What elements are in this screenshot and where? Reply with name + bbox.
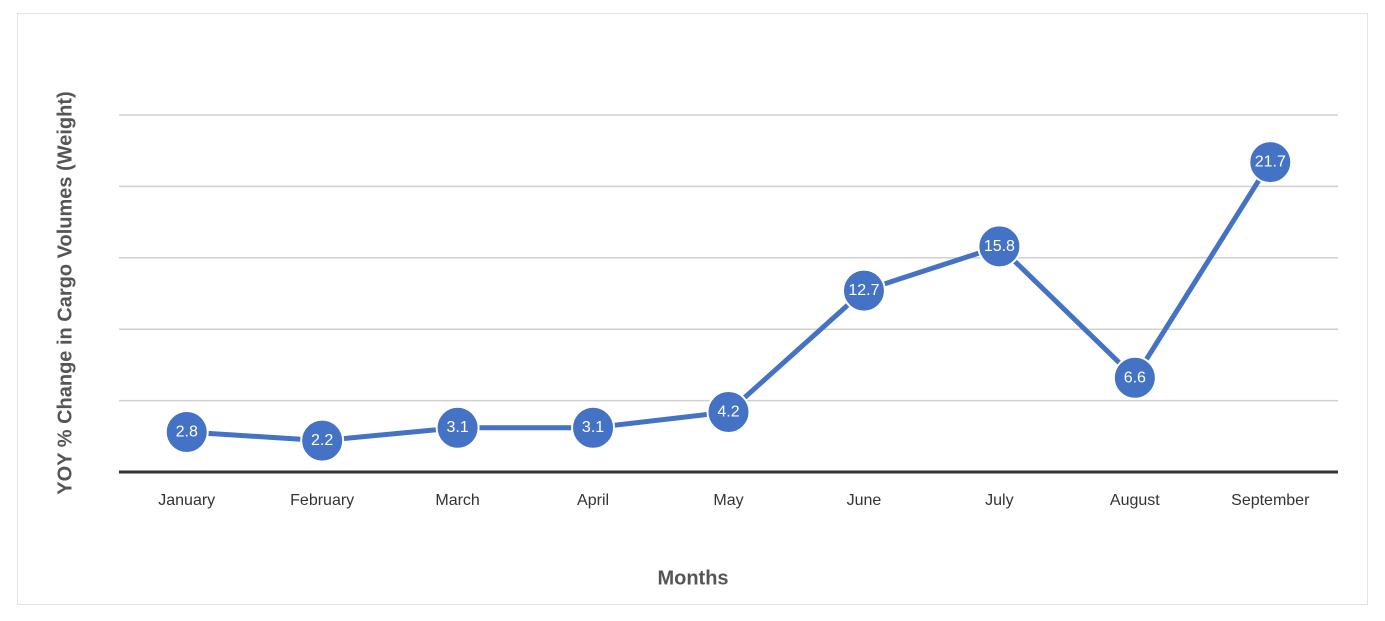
data-label: 3.1: [582, 419, 604, 436]
x-tick-label: March: [435, 492, 479, 509]
data-label: 6.6: [1124, 369, 1146, 386]
data-label: 12.7: [848, 282, 879, 299]
x-tick-label: June: [847, 492, 882, 509]
data-point: [1112, 355, 1157, 400]
data-point: [300, 418, 345, 463]
x-tick-label: February: [290, 492, 354, 509]
data-point: [706, 390, 751, 435]
y-axis-title: YOY % Change in Cargo Volumes (Weight): [54, 91, 76, 494]
x-tick-label: August: [1110, 492, 1160, 509]
data-label: 21.7: [1255, 154, 1286, 171]
data-point: [977, 224, 1022, 269]
x-tick-labels: January February March April May June July Augu…: [158, 492, 1310, 509]
x-tick-label: January: [158, 492, 215, 509]
x-tick-label: April: [577, 492, 609, 509]
gridlines: [119, 114, 1338, 402]
data-label: 2.2: [311, 432, 333, 449]
x-axis-title: Months: [657, 567, 728, 589]
data-point: [164, 410, 209, 455]
data-points: 2.8 2.2 3.1 3.1 4.2 12.7 15.8 6.6 21.7: [164, 140, 1293, 463]
chart-frame: [17, 13, 1368, 605]
data-label: 15.8: [984, 238, 1015, 255]
x-tick-label: July: [985, 492, 1013, 509]
data-label: 4.2: [717, 404, 739, 421]
data-point: [841, 268, 886, 313]
x-tick-label: September: [1231, 492, 1310, 509]
data-label: 3.1: [446, 419, 468, 436]
data-point: [435, 405, 480, 450]
data-point: [571, 405, 616, 450]
data-label: 2.8: [176, 424, 198, 441]
data-point: [1248, 140, 1293, 185]
x-tick-label: May: [713, 492, 743, 509]
